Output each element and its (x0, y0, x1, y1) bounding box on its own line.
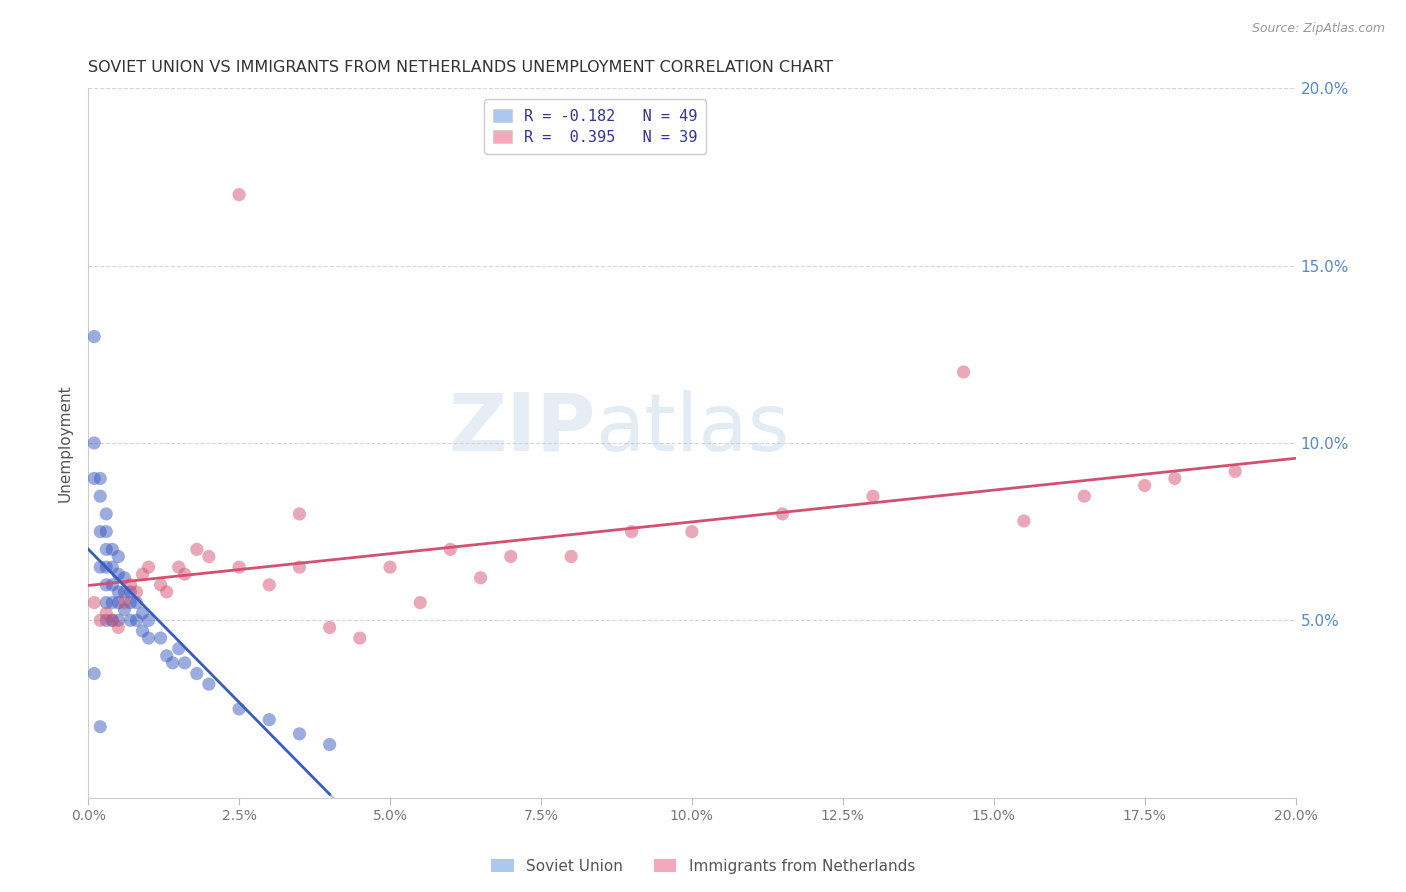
Point (112, 602, 135, 616)
Point (89, 560, 111, 574)
Y-axis label: Unemployment: Unemployment (58, 384, 72, 502)
Point (101, 613, 124, 627)
Legend: Soviet Union, Immigrants from Netherlands: Soviet Union, Immigrants from Netherland… (485, 853, 921, 880)
Point (101, 613, 124, 627)
Point (107, 585, 129, 599)
Point (120, 596, 142, 610)
Point (112, 571, 135, 585)
Point (681, 524, 703, 539)
Point (101, 542, 124, 557)
Point (120, 578, 142, 592)
Point (186, 666, 208, 681)
Point (288, 727, 311, 741)
Point (173, 567, 195, 582)
Point (83, 329, 105, 343)
Point (198, 549, 221, 564)
Point (186, 542, 208, 557)
Point (101, 596, 124, 610)
Text: SOVIET UNION VS IMMIGRANTS FROM NETHERLANDS UNEMPLOYMENT CORRELATION CHART: SOVIET UNION VS IMMIGRANTS FROM NETHERLA… (89, 60, 834, 75)
Point (96, 613, 118, 627)
Point (620, 524, 643, 539)
Point (96, 542, 118, 557)
Point (101, 560, 124, 574)
Point (96, 606, 118, 620)
Point (125, 613, 148, 627)
Point (228, 560, 250, 574)
Point (131, 624, 153, 638)
Point (228, 187, 250, 202)
Point (952, 365, 974, 379)
Point (83, 436, 105, 450)
Point (156, 585, 179, 599)
Point (770, 507, 793, 521)
Point (198, 677, 221, 691)
Point (149, 631, 172, 645)
Point (499, 549, 522, 564)
Point (107, 613, 129, 627)
Point (259, 578, 281, 592)
Point (349, 631, 371, 645)
Point (96, 560, 118, 574)
Point (1164, 471, 1187, 485)
Legend: R = -0.182   N = 49, R =  0.395   N = 39: R = -0.182 N = 49, R = 0.395 N = 39 (484, 99, 706, 154)
Point (107, 549, 129, 564)
Point (439, 542, 461, 557)
Point (89, 489, 111, 503)
Point (107, 620, 129, 634)
Point (560, 549, 582, 564)
Point (89, 613, 111, 627)
Point (1073, 489, 1095, 503)
Point (89, 720, 111, 734)
Point (120, 613, 142, 627)
Point (83, 666, 105, 681)
Point (131, 567, 153, 582)
Point (96, 524, 118, 539)
Point (112, 585, 135, 599)
Point (378, 560, 401, 574)
Point (138, 560, 160, 574)
Point (1133, 478, 1156, 492)
Point (409, 596, 432, 610)
Point (89, 471, 111, 485)
Point (138, 613, 160, 627)
Point (107, 567, 129, 582)
Point (149, 578, 172, 592)
Point (89, 524, 111, 539)
Point (288, 560, 311, 574)
Text: Source: ZipAtlas.com: Source: ZipAtlas.com (1251, 22, 1385, 36)
Point (318, 738, 340, 752)
Point (173, 656, 195, 670)
Point (83, 596, 105, 610)
Point (120, 585, 142, 599)
Point (156, 648, 179, 663)
Text: ZIP: ZIP (449, 390, 595, 467)
Point (96, 596, 118, 610)
Point (259, 713, 281, 727)
Point (96, 507, 118, 521)
Point (288, 507, 311, 521)
Point (318, 620, 340, 634)
Point (228, 702, 250, 716)
Point (167, 641, 190, 656)
Point (83, 471, 105, 485)
Point (107, 596, 129, 610)
Point (125, 585, 148, 599)
Point (1012, 514, 1035, 528)
Point (101, 578, 124, 592)
Point (131, 606, 153, 620)
Point (96, 578, 118, 592)
Point (112, 596, 135, 610)
Point (125, 596, 148, 610)
Point (167, 560, 190, 574)
Point (162, 656, 184, 670)
Point (862, 489, 884, 503)
Point (138, 631, 160, 645)
Text: atlas: atlas (595, 390, 790, 467)
Point (1225, 464, 1247, 478)
Point (470, 571, 492, 585)
